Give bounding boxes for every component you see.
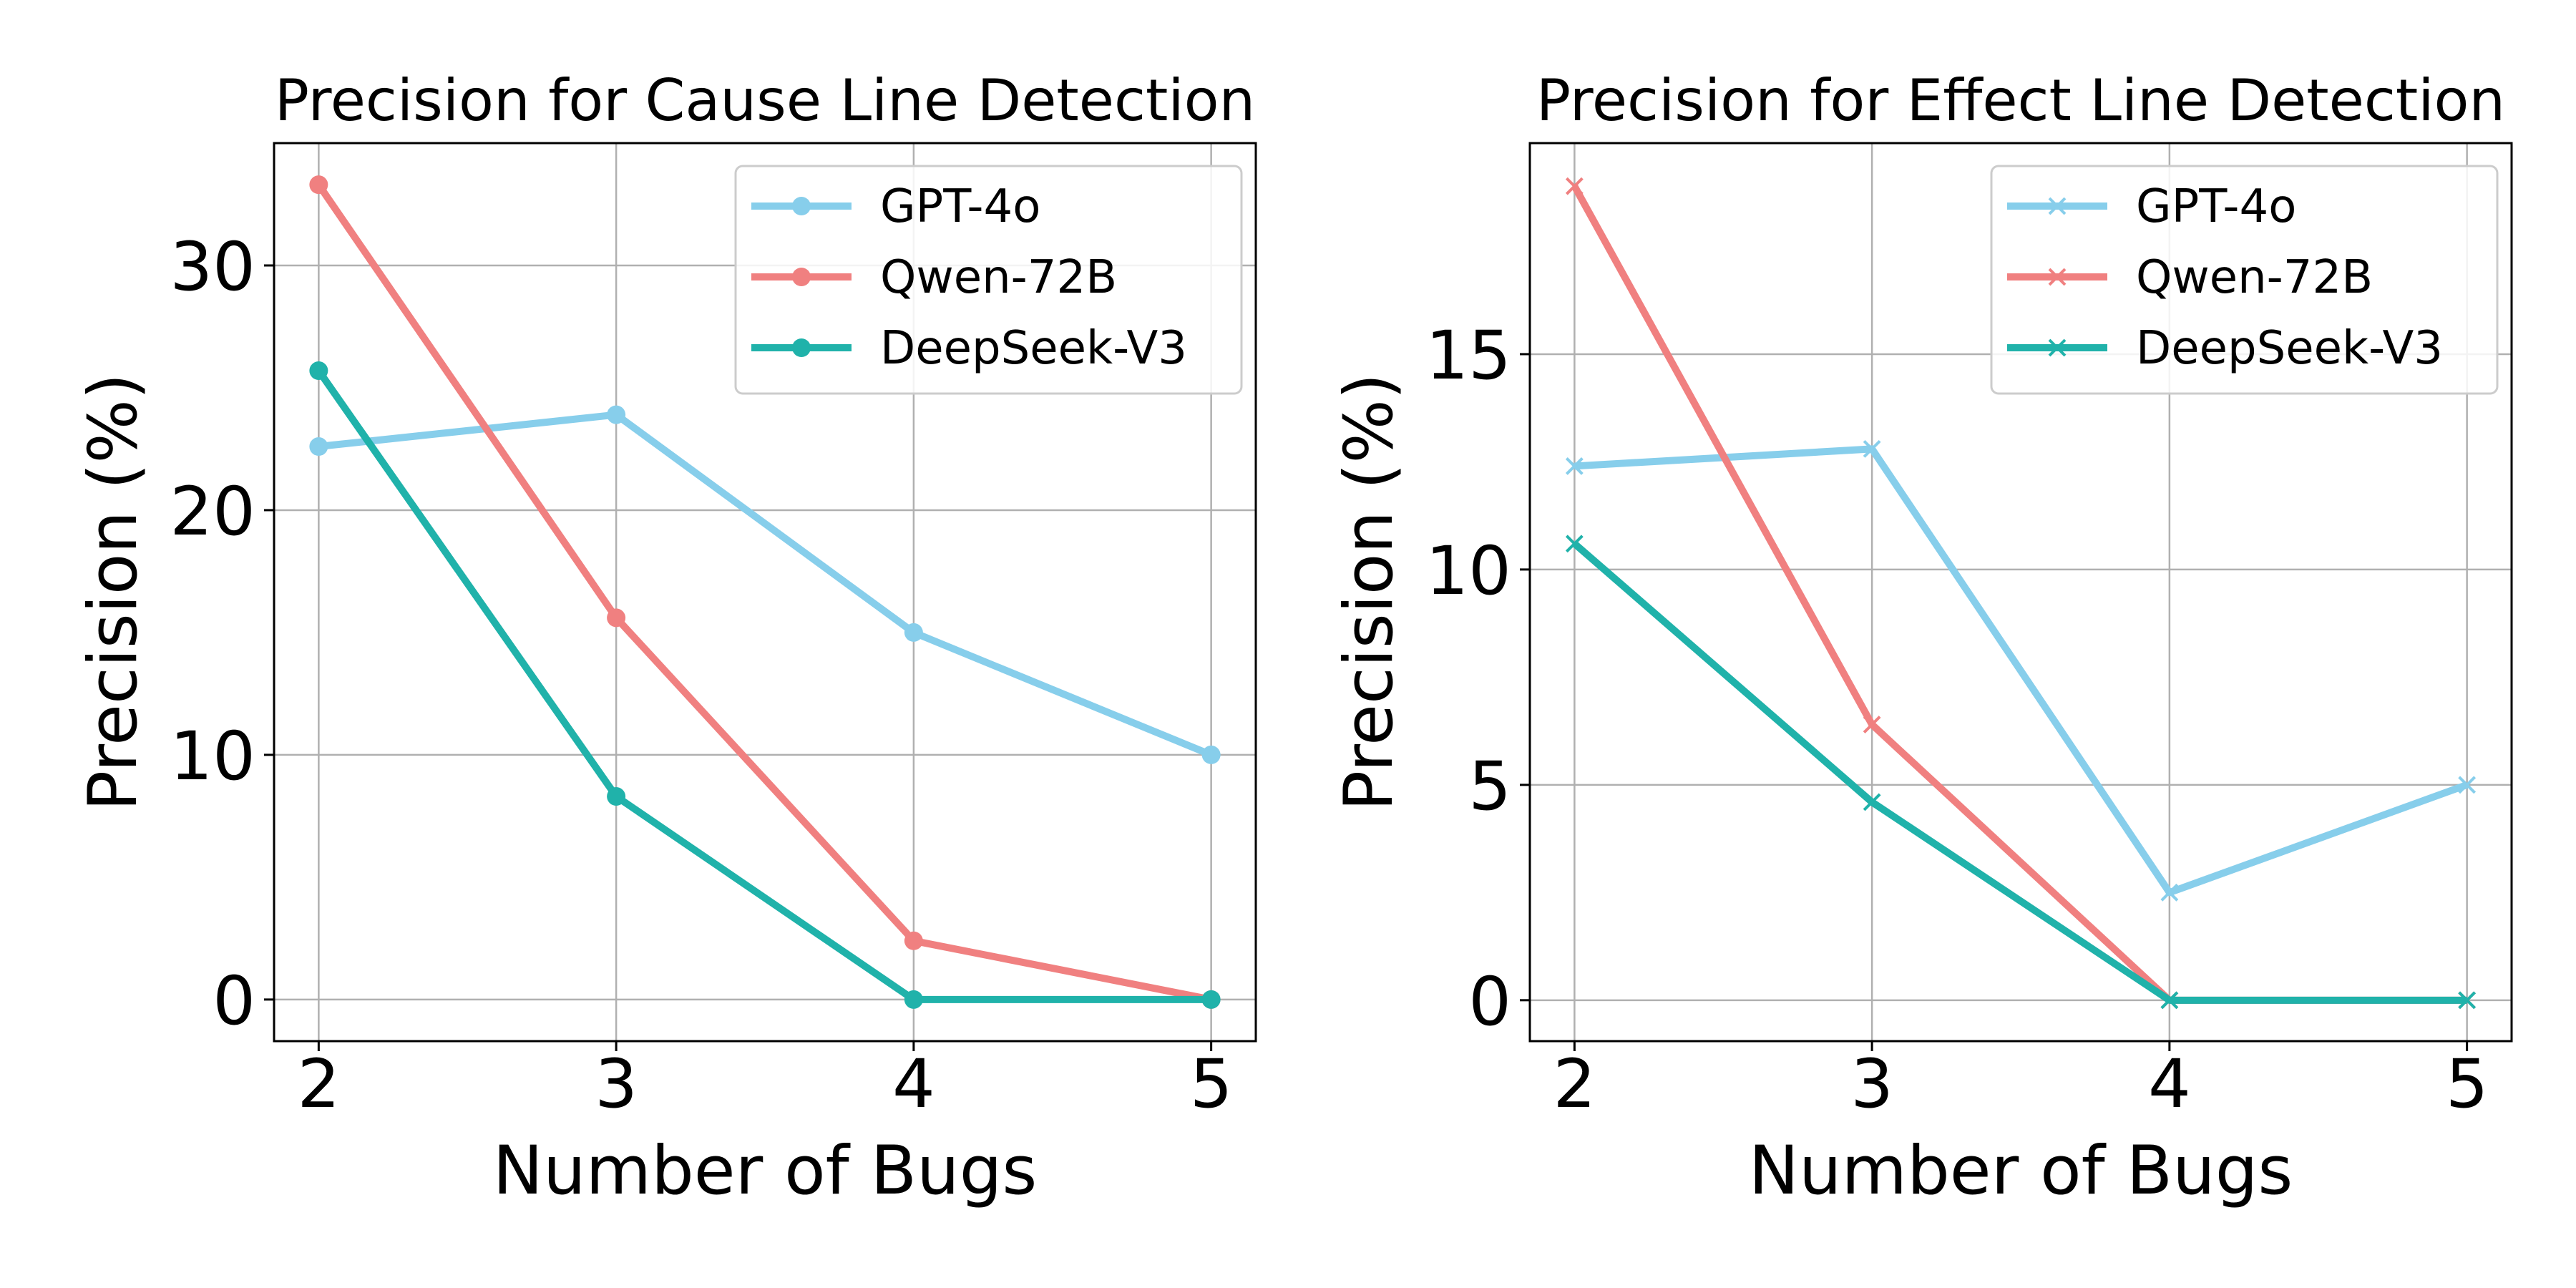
legend-label: DeepSeek-V3 bbox=[2136, 322, 2443, 375]
data-point bbox=[607, 787, 626, 806]
chart-title: Precision for Effect Line Detection bbox=[1536, 67, 2505, 134]
chart-panel-1: 2 3 4 5 0 10 20 30 Precision for Cause Line Dete… bbox=[74, 67, 1257, 1210]
series-line-deepseek-v3 bbox=[1572, 541, 2467, 1004]
y-tick-label: 0 bbox=[213, 962, 255, 1040]
y-tick-label: 5 bbox=[1468, 748, 1511, 826]
legend-marker bbox=[792, 338, 811, 357]
legend-marker bbox=[2048, 197, 2067, 215]
x-marker-stroke bbox=[1863, 716, 1881, 734]
data-point bbox=[309, 175, 328, 195]
legend-label: Qwen-72B bbox=[2136, 251, 2373, 304]
x-tick-label: 3 bbox=[1850, 1045, 1893, 1123]
y-tick-label: 30 bbox=[170, 228, 255, 306]
data-point bbox=[1863, 793, 1881, 811]
data-point bbox=[1565, 535, 1584, 553]
x-tick-label: 5 bbox=[2446, 1045, 2489, 1123]
legend: GPT-4o Qwen-72B DeepSeek-V3 bbox=[734, 165, 1243, 395]
x-tick-label: 5 bbox=[1190, 1045, 1233, 1123]
x-tick-label: 4 bbox=[2148, 1045, 2191, 1123]
data-point bbox=[1565, 177, 1584, 195]
data-point bbox=[2458, 776, 2477, 794]
series-line-deepseek-v3 bbox=[316, 369, 1211, 1003]
x-marker-stroke bbox=[2160, 883, 2179, 902]
legend-marker bbox=[2048, 338, 2067, 357]
x-marker-stroke bbox=[1565, 177, 1584, 195]
x-tick-label: 4 bbox=[892, 1045, 935, 1123]
data-point bbox=[1201, 745, 1221, 764]
legend-box bbox=[1990, 165, 2499, 395]
data-point bbox=[904, 990, 923, 1009]
legend-marker bbox=[792, 197, 811, 215]
legend-box bbox=[734, 165, 1243, 395]
data-point bbox=[607, 405, 626, 424]
legend: GPT-4o Qwen-72B DeepSeek-V3 bbox=[1990, 165, 2499, 395]
y-tick-label: 10 bbox=[170, 718, 255, 796]
data-point bbox=[1863, 716, 1881, 734]
x-marker-stroke bbox=[1863, 439, 1881, 458]
x-tick-label: 2 bbox=[297, 1045, 340, 1123]
x-marker-stroke bbox=[1863, 793, 1881, 811]
data-point bbox=[309, 437, 328, 457]
data-point bbox=[904, 623, 923, 642]
data-point bbox=[607, 608, 626, 628]
axes-frame bbox=[273, 142, 1257, 1043]
data-point bbox=[2160, 883, 2179, 902]
x-marker-stroke bbox=[2458, 776, 2477, 794]
y-axis-label: Precision (%) bbox=[74, 374, 152, 811]
data-point bbox=[2458, 991, 2477, 1010]
x-marker-stroke bbox=[2458, 991, 2477, 1010]
data-point bbox=[1565, 457, 1584, 475]
series-line-qwen-72b bbox=[316, 182, 1212, 1003]
x-marker-stroke bbox=[1565, 457, 1584, 475]
y-tick-label: 0 bbox=[1468, 963, 1511, 1041]
y-tick-label: 10 bbox=[1425, 532, 1511, 610]
series-line-gpt-4o bbox=[318, 411, 1213, 758]
y-tick-label: 20 bbox=[170, 473, 255, 551]
data-point bbox=[1863, 439, 1881, 458]
data-point bbox=[2160, 991, 2179, 1010]
y-axis-label: Precision (%) bbox=[1330, 374, 1408, 811]
x-marker-stroke bbox=[2160, 991, 2179, 1010]
data-point bbox=[904, 931, 923, 950]
legend-label: GPT-4o bbox=[880, 180, 1040, 233]
data-point bbox=[1201, 990, 1221, 1009]
legend-label: DeepSeek-V3 bbox=[880, 322, 1187, 375]
x-axis-label: Number of Bugs bbox=[1749, 1132, 2293, 1210]
legend-label: Qwen-72B bbox=[880, 251, 1117, 304]
x-marker-stroke bbox=[1565, 535, 1584, 553]
legend-marker bbox=[792, 268, 811, 286]
x-axis-label: Number of Bugs bbox=[493, 1132, 1038, 1210]
chart-title: Precision for Cause Line Detection bbox=[275, 67, 1256, 134]
legend-label: GPT-4o bbox=[2136, 180, 2296, 233]
series-line-gpt-4o bbox=[1574, 445, 2469, 897]
chart-panel-2: 2 3 4 5 0 5 10 15 Precision for Effect Line Dete… bbox=[1330, 67, 2513, 1210]
y-tick-label: 15 bbox=[1425, 317, 1511, 395]
x-tick-label: 3 bbox=[595, 1045, 638, 1123]
x-tick-label: 2 bbox=[1553, 1045, 1596, 1123]
data-point bbox=[309, 361, 328, 381]
legend-marker bbox=[2048, 268, 2067, 286]
axes-frame bbox=[1528, 142, 2513, 1043]
